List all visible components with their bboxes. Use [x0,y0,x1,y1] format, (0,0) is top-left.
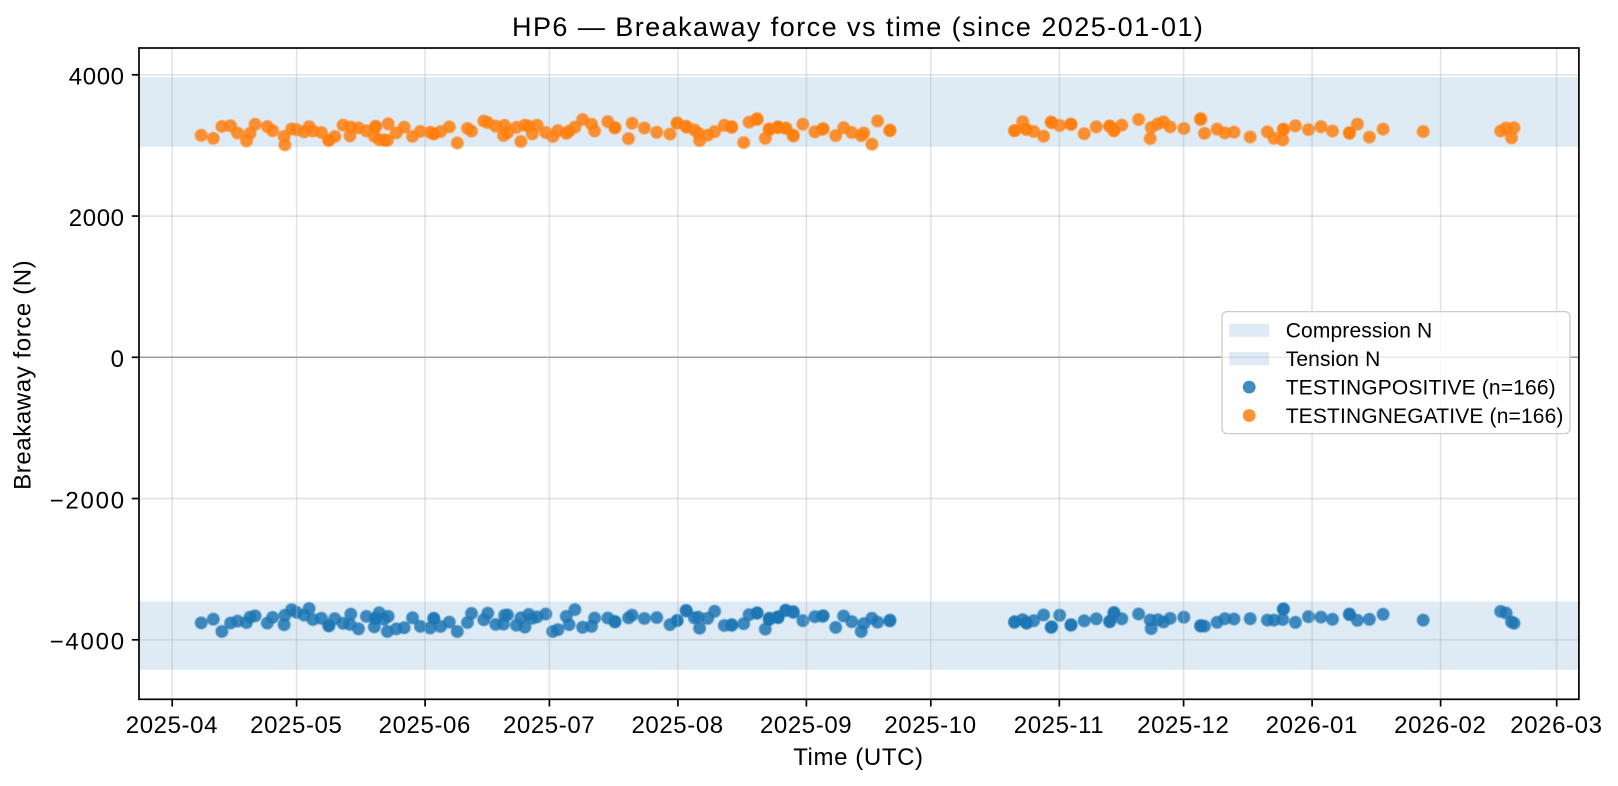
svg-text:2025-04: 2025-04 [126,712,218,739]
svg-text:TESTINGPOSITIVE (n=166): TESTINGPOSITIVE (n=166) [1286,377,1556,400]
svg-text:Time (UTC): Time (UTC) [793,744,923,771]
svg-text:TESTINGNEGATIVE (n=166): TESTINGNEGATIVE (n=166) [1286,405,1564,428]
svg-text:2026-01: 2026-01 [1266,712,1358,739]
svg-text:2000: 2000 [69,205,125,232]
svg-text:Tension N: Tension N [1286,348,1381,371]
svg-text:2025-12: 2025-12 [1137,712,1229,739]
svg-text:Compression N: Compression N [1286,320,1433,343]
svg-text:−4000: −4000 [50,629,126,656]
svg-text:2026-02: 2026-02 [1394,712,1486,739]
svg-text:2025-11: 2025-11 [1014,712,1105,739]
svg-text:Breakaway force (N): Breakaway force (N) [10,260,37,490]
svg-text:4000: 4000 [69,64,125,91]
svg-text:−2000: −2000 [50,487,126,514]
svg-text:2025-10: 2025-10 [884,712,976,739]
svg-text:HP6 — Breakaway force vs time: HP6 — Breakaway force vs time (since 202… [512,12,1204,42]
svg-text:2025-09: 2025-09 [760,712,852,739]
svg-text:2025-05: 2025-05 [250,712,342,739]
svg-text:2025-08: 2025-08 [631,712,723,739]
svg-text:2025-07: 2025-07 [503,712,595,739]
svg-text:0: 0 [111,346,125,373]
svg-text:2025-06: 2025-06 [379,712,471,739]
svg-text:2026-03: 2026-03 [1510,712,1602,739]
